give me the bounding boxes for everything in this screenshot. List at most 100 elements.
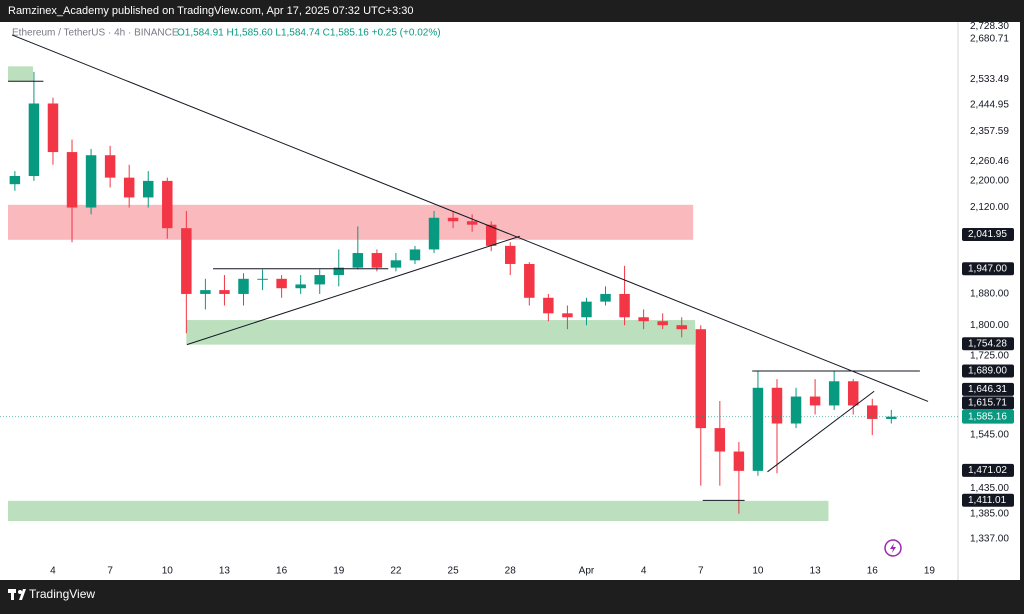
y-tick-label: 2,533.49 <box>970 74 1009 85</box>
trend-line <box>767 390 875 473</box>
zone <box>186 320 696 345</box>
plot-background <box>0 22 1020 580</box>
y-tick-label: 1,880.00 <box>970 289 1009 300</box>
top-bar <box>0 0 1024 22</box>
y-tick-label: 2,120.00 <box>970 202 1009 213</box>
candle-body <box>104 155 116 178</box>
candle-body <box>886 416 897 419</box>
zone <box>8 66 33 82</box>
y-tick-label: 2,260.46 <box>970 156 1009 167</box>
candle-body <box>505 245 516 264</box>
x-tick-label: 19 <box>333 566 345 577</box>
candle-body <box>447 217 459 222</box>
bottom-bar <box>0 582 1024 609</box>
y-tick-label: 2,728.30 <box>970 21 1009 32</box>
brand-logo <box>8 589 26 600</box>
zone <box>8 204 694 240</box>
price-label: 1,689.00 <box>968 366 1007 377</box>
candle-body <box>409 249 421 261</box>
x-tick-label: 22 <box>390 566 402 577</box>
x-tick-label: 19 <box>924 566 936 577</box>
y-tick-label: 1,800.00 <box>970 320 1009 331</box>
symbol-title: Ethereum / TetherUS · 4h · BINANCE <box>12 28 179 39</box>
candle-body <box>867 405 878 419</box>
candle-body <box>295 284 306 289</box>
price-label: 1,471.02 <box>968 465 1007 476</box>
ohlc-subtitle: O1,584.91 H1,585.60 L1,584.74 C1,585.16 … <box>177 28 441 39</box>
alert-icon[interactable] <box>884 539 902 557</box>
y-tick-label: 2,200.00 <box>970 176 1009 187</box>
candle-body <box>771 387 783 424</box>
x-tick-label: 10 <box>752 566 764 577</box>
candle-body <box>371 253 383 268</box>
candle-body <box>47 103 59 153</box>
brand-name: TradingView <box>29 587 95 601</box>
candle-body <box>676 325 687 330</box>
x-tick-label: 16 <box>867 566 879 577</box>
candle-body <box>9 176 21 185</box>
candle-body <box>600 293 611 302</box>
candle-body <box>847 381 859 406</box>
candle-body <box>200 290 211 294</box>
publisher-header: Ramzinex_Academy published on TradingVie… <box>8 5 414 17</box>
candle-body <box>314 275 325 285</box>
candle-body <box>257 278 268 280</box>
candle-body <box>828 381 840 406</box>
alert-bolt <box>890 543 896 553</box>
x-tick-label: 13 <box>810 566 822 577</box>
candle-body <box>333 267 345 276</box>
price-label: 2,041.95 <box>968 229 1007 240</box>
y-tick-label: 2,357.59 <box>970 126 1009 137</box>
price-label-box <box>962 262 1014 276</box>
price-label-box <box>962 228 1014 242</box>
candle-body <box>142 180 154 198</box>
candle-body <box>790 396 802 424</box>
price-label: 1,615.71 <box>968 398 1007 409</box>
price-label: 1,947.00 <box>968 263 1007 274</box>
x-tick-label: 28 <box>505 566 517 577</box>
y-tick-label: 1,725.00 <box>970 350 1009 361</box>
x-tick-label: 4 <box>641 566 647 577</box>
candle-body <box>638 317 649 322</box>
candle-body <box>485 224 497 246</box>
x-tick-label: 4 <box>50 566 56 577</box>
candle-body <box>238 278 249 294</box>
candle-body <box>733 451 745 471</box>
last-price-box <box>962 409 1014 424</box>
candle-body <box>562 313 573 318</box>
candle-body <box>390 260 402 268</box>
candle-body <box>219 290 230 294</box>
price-label-box <box>962 493 1014 507</box>
candle-body <box>543 297 554 314</box>
candle-body <box>66 152 78 208</box>
candle-body <box>28 103 40 177</box>
candle-body <box>581 301 592 318</box>
candle-body <box>181 228 192 294</box>
candle-body <box>714 428 726 452</box>
candle-body <box>428 217 440 250</box>
y-tick-label: 1,435.00 <box>970 483 1009 494</box>
trend-line <box>186 235 520 346</box>
y-tick-label: 2,444.95 <box>970 100 1009 111</box>
last-price-label: 1,585.16 <box>968 411 1007 422</box>
candle-body <box>466 221 478 225</box>
trend-line <box>11 34 929 402</box>
candle-body <box>162 180 173 229</box>
price-label: 1,411.01 <box>968 495 1007 506</box>
price-label-box <box>962 382 1014 396</box>
price-label-box <box>962 364 1014 378</box>
x-tick-label: 7 <box>107 566 113 577</box>
candle-body <box>352 253 364 268</box>
candle-body <box>123 177 135 198</box>
x-tick-label: Apr <box>579 566 595 577</box>
x-tick-label: 25 <box>448 566 460 577</box>
candle-body <box>524 263 535 298</box>
y-tick-label: 1,385.00 <box>970 508 1009 519</box>
candle-body <box>752 387 764 471</box>
zone <box>8 500 829 521</box>
candle-body <box>276 278 287 289</box>
price-label-box <box>962 463 1014 477</box>
price-label-box <box>962 337 1014 351</box>
x-tick-label: 16 <box>276 566 288 577</box>
